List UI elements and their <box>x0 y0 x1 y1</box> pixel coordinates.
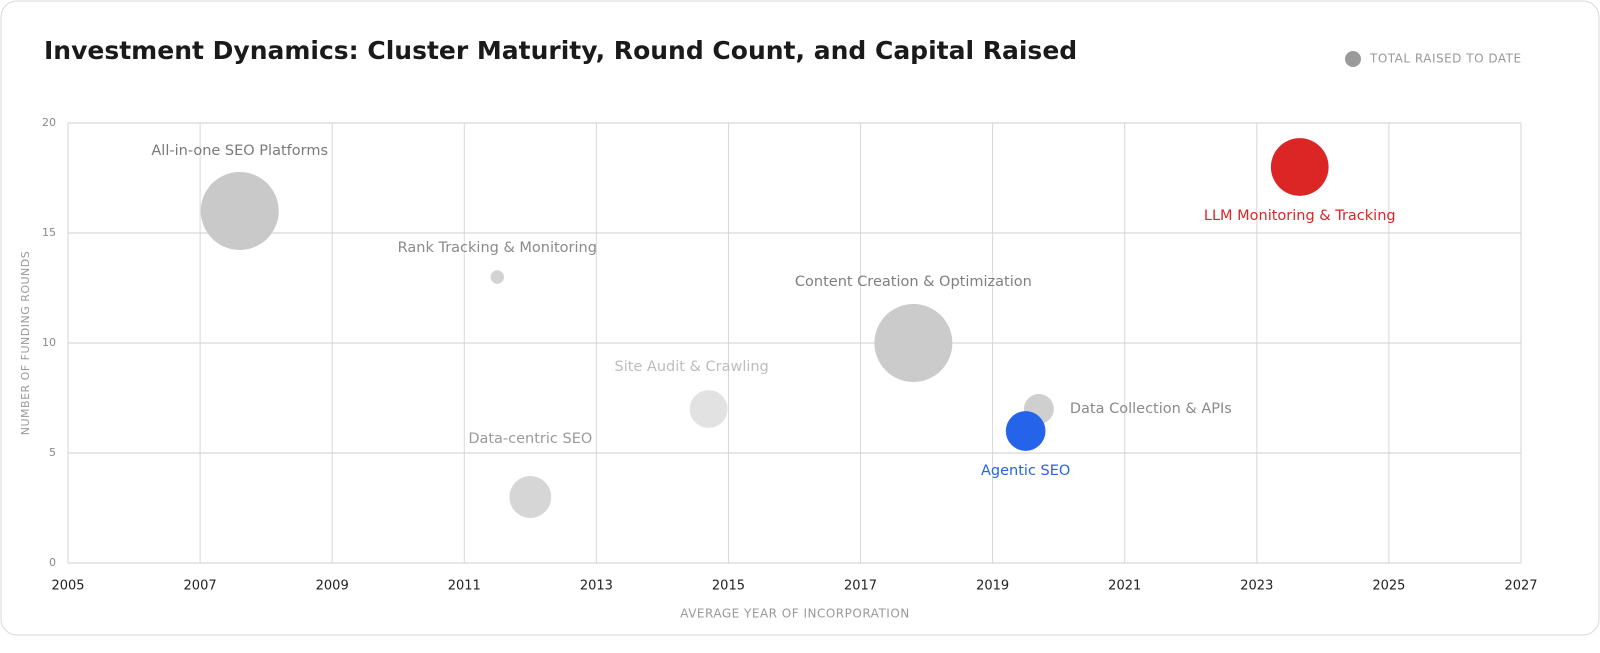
x-tick-label: 2017 <box>844 579 877 594</box>
bubble-label: Site Audit & Crawling <box>614 359 768 375</box>
x-tick-label: 2025 <box>1372 579 1405 594</box>
x-tick-label: 2007 <box>184 579 217 594</box>
y-tick-label: 5 <box>49 446 56 459</box>
legend-label: TOTAL RAISED TO DATE <box>1369 52 1522 66</box>
x-axis-label: AVERAGE YEAR OF INCORPORATION <box>680 607 910 621</box>
bubble <box>1270 138 1329 196</box>
x-tick-label: 2019 <box>976 579 1009 594</box>
y-tick-label: 15 <box>42 226 56 239</box>
bubble-label: Agentic SEO <box>981 463 1070 479</box>
x-tick-label: 2009 <box>316 579 349 594</box>
chart-title: Investment Dynamics: Cluster Maturity, R… <box>44 36 1077 65</box>
bubble-label: Data Collection & APIs <box>1070 401 1232 417</box>
card <box>0 0 1600 636</box>
bubble-label: Rank Tracking & Monitoring <box>398 240 597 256</box>
x-tick-label: 2015 <box>712 579 745 594</box>
bubble-label: All-in-one SEO Platforms <box>151 143 328 159</box>
y-tick-label: 10 <box>42 336 56 349</box>
bubble-label: Content Creation & Optimization <box>795 274 1032 290</box>
y-tick-label: 20 <box>42 116 56 129</box>
bubble <box>509 476 552 518</box>
bubble <box>200 172 279 250</box>
x-tick-label: 2027 <box>1504 579 1537 594</box>
x-tick-label: 2005 <box>51 579 84 594</box>
x-tick-label: 2023 <box>1240 579 1273 594</box>
bubble <box>1005 411 1046 451</box>
bubble <box>689 390 728 428</box>
bubble <box>490 270 504 284</box>
legend-marker <box>1345 51 1361 67</box>
bubble-label: Data-centric SEO <box>468 431 592 447</box>
y-axis-label: NUMBER OF FUNDING ROUNDS <box>19 251 32 436</box>
y-tick-label: 0 <box>49 556 56 569</box>
x-tick-label: 2021 <box>1108 579 1141 594</box>
x-tick-label: 2011 <box>448 579 481 594</box>
bubble <box>874 304 953 382</box>
x-tick-label: 2013 <box>580 579 613 594</box>
bubble-label: LLM Monitoring & Tracking <box>1204 208 1396 224</box>
